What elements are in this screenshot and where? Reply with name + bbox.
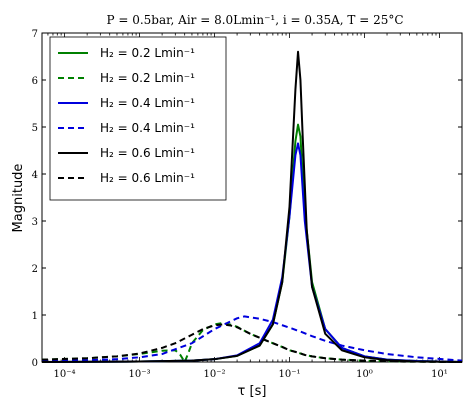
y-tick-label: 4	[32, 170, 38, 181]
x-axis-label: τ [s]	[238, 384, 267, 399]
legend-label: H₂ = 0.2 Lmin⁻¹	[100, 46, 195, 60]
x-tick-label: 10⁻⁴	[54, 369, 76, 380]
series-line-5	[41, 50, 463, 363]
x-tick-label: 10⁻³	[129, 369, 151, 380]
legend-box	[49, 36, 227, 201]
legend-label: H₂ = 0.6 Lmin⁻¹	[100, 171, 195, 185]
legend: H₂ = 0.2 Lmin⁻¹ H₂ = 0.2 Lmin⁻¹ H₂ = 0.4 L…	[49, 36, 227, 201]
y-tick-label: 6	[32, 76, 38, 87]
y-tick-label: 3	[32, 217, 38, 228]
y-tick-label: 7	[32, 29, 38, 40]
x-tick-label: 10⁻¹	[278, 369, 300, 380]
y-tick-label: 2	[32, 264, 38, 275]
y-axis-label: Magnitude	[11, 164, 26, 233]
y-tick-label: 5	[32, 123, 38, 134]
y-tick-label: 1	[32, 311, 38, 322]
y-tick-label: 0	[32, 358, 38, 369]
legend-label: H₂ = 0.2 Lmin⁻¹	[100, 71, 195, 85]
x-tick-label: 10¹	[431, 369, 448, 380]
legend-label: H₂ = 0.4 Lmin⁻¹	[100, 96, 195, 110]
series-lines	[41, 50, 463, 363]
legend-label: H₂ = 0.6 Lmin⁻¹	[100, 146, 195, 160]
legend-label: H₂ = 0.4 Lmin⁻¹	[100, 121, 195, 135]
series-line-4	[41, 315, 463, 362]
x-tick-label: 10⁰	[356, 369, 373, 380]
chart-title: P = 0.5bar, Air = 8.0Lmin⁻¹, i = 0.35A, …	[106, 13, 403, 27]
x-tick-label: 10⁻²	[204, 369, 226, 380]
